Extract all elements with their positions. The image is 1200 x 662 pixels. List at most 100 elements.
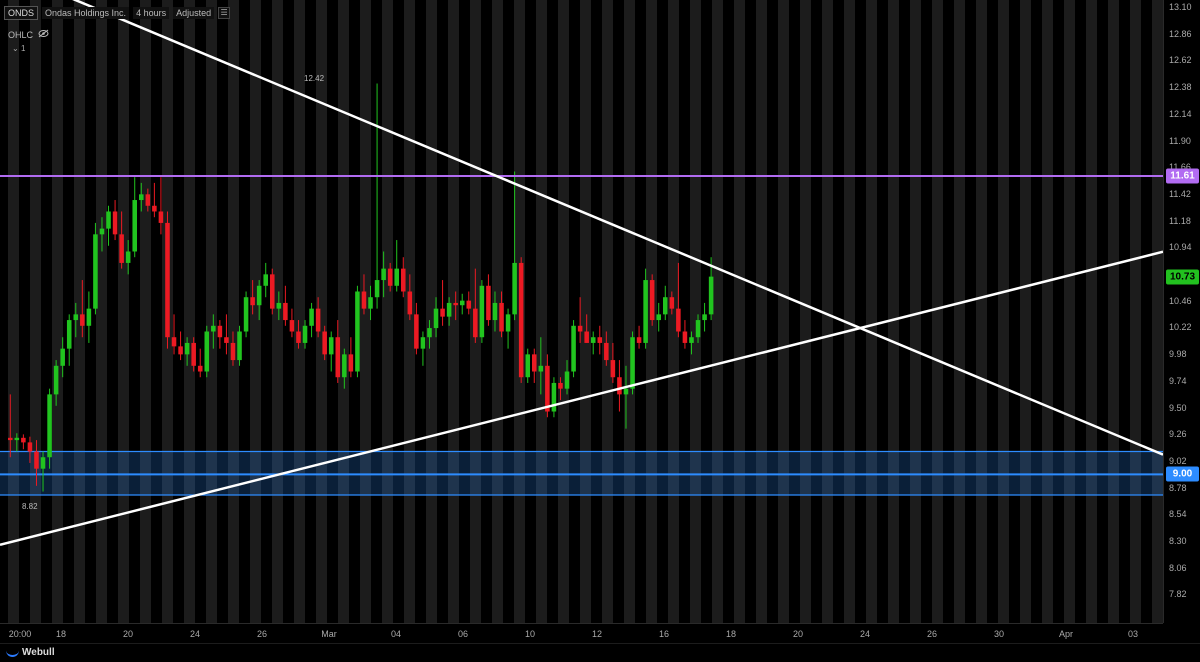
candle-body — [34, 451, 39, 469]
candle-body — [695, 320, 701, 338]
date-tick-label: 20 — [792, 629, 804, 639]
date-tick-label: 16 — [658, 629, 670, 639]
up-candle — [656, 302, 661, 332]
down-candle — [584, 314, 589, 343]
date-tick-label: 12 — [591, 629, 603, 639]
up-candle — [427, 320, 432, 349]
candle-body — [309, 308, 314, 326]
candle-body — [473, 308, 478, 338]
candle-body — [322, 331, 327, 355]
list-icon[interactable]: ☰ — [218, 7, 231, 19]
price-tick-label: 9.02 — [1169, 455, 1187, 466]
price-axis[interactable]: 13.10 12.86 12.62 12.38 12.14 11.90 11.66 11.42… — [1163, 0, 1200, 623]
candle-body — [204, 331, 210, 372]
candlestick-chart[interactable] — [0, 0, 1163, 623]
candle-body — [610, 360, 616, 378]
session-stripe — [184, 0, 195, 623]
candle-body — [676, 308, 681, 332]
up-candle — [695, 314, 701, 343]
down-candle — [8, 394, 13, 458]
candle-body — [584, 331, 589, 343]
up-candle — [590, 331, 596, 355]
down-candle — [387, 262, 393, 292]
up-candle — [702, 302, 707, 332]
price-tick-label: 9.26 — [1169, 429, 1187, 440]
session-stripe — [250, 0, 261, 623]
down-candle — [322, 325, 327, 361]
up-candle — [505, 308, 511, 349]
session-stripe — [382, 0, 393, 623]
candle-body — [604, 342, 609, 361]
down-candle — [21, 434, 26, 450]
up-candle — [689, 331, 694, 355]
down-candle — [27, 436, 33, 463]
down-candle — [604, 331, 609, 366]
up-candle — [53, 360, 59, 406]
candle-body — [152, 205, 157, 212]
candle-body — [40, 457, 46, 469]
session-stripe — [778, 0, 789, 623]
time-axis[interactable]: 20:00 18 20 24 26 Mar 04 06 10 12 16 18 20 24 26 30 Apr 0… — [0, 623, 1163, 644]
up-candle — [342, 348, 347, 389]
trendline — [0, 250, 1163, 546]
candle-body — [433, 308, 439, 329]
date-tick-label: 26 — [926, 629, 938, 639]
eye-off-icon[interactable] — [38, 29, 49, 40]
candle-body — [342, 354, 347, 378]
high-annotation: 12.42 — [304, 74, 325, 83]
price-tick-label: 9.74 — [1169, 375, 1187, 386]
candle-body — [479, 285, 485, 338]
session-stripe — [910, 0, 921, 623]
session-stripe — [96, 0, 107, 623]
adjustment-label[interactable]: Adjusted — [173, 7, 215, 19]
up-candle — [276, 291, 282, 321]
session-stripe — [1152, 0, 1163, 623]
candle-body — [93, 234, 98, 309]
chart-area[interactable]: ONDS Ondas Holdings Inc. 4 hours Adjuste… — [0, 0, 1163, 623]
session-stripe — [558, 0, 569, 623]
down-candle — [676, 262, 681, 338]
candle-body — [453, 302, 458, 306]
session-stripe — [1130, 0, 1141, 623]
date-tick-label: Apr — [1058, 629, 1074, 639]
price-tick-label: 11.66 — [1169, 162, 1191, 173]
candle-body — [401, 268, 406, 292]
candle-body — [499, 302, 504, 332]
candle-body — [80, 314, 85, 326]
down-candle — [414, 302, 419, 355]
session-stripe — [800, 0, 811, 623]
price-badge: 10.73 — [1166, 269, 1199, 285]
down-candle — [80, 280, 85, 338]
down-candle — [617, 360, 622, 412]
candle-body — [577, 325, 583, 332]
indicator-label[interactable]: OHLC — [8, 29, 34, 40]
symbol-label[interactable]: ONDS — [4, 6, 39, 20]
session-stripe — [316, 0, 327, 623]
price-tick-label: 11.90 — [1169, 135, 1191, 146]
session-stripe — [580, 0, 591, 623]
price-tick-label: 8.54 — [1169, 509, 1187, 520]
session-stripe — [932, 0, 943, 623]
session-stripe — [8, 0, 19, 623]
up-candle — [93, 222, 98, 315]
up-candle — [564, 360, 570, 395]
candle-body — [525, 354, 530, 378]
price-tick-label: 8.06 — [1169, 562, 1187, 573]
brand-logo[interactable]: Webull — [6, 647, 55, 658]
candle-body — [86, 308, 92, 326]
session-stripe — [712, 0, 723, 623]
down-candle — [283, 285, 288, 326]
interval-label[interactable]: 4 hours — [133, 7, 170, 19]
price-tick-label: 11.18 — [1169, 215, 1191, 226]
collapse-toggle[interactable]: ⌄ 1 — [12, 44, 25, 53]
price-tick-label: 10.22 — [1169, 322, 1192, 333]
up-candle — [708, 257, 714, 321]
candle-body — [335, 337, 341, 378]
candle-body — [374, 280, 380, 298]
up-candle — [256, 280, 262, 321]
session-stripe — [228, 0, 239, 623]
session-stripe — [844, 0, 855, 623]
candle-body — [184, 342, 190, 355]
up-candle — [551, 377, 557, 418]
down-candle — [348, 337, 354, 378]
